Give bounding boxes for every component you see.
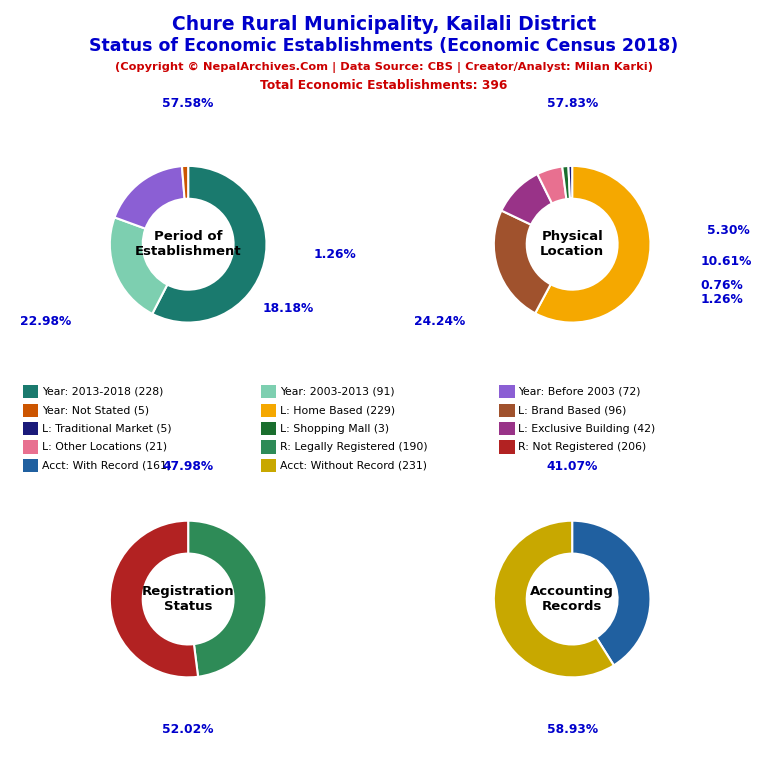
Wedge shape: [182, 166, 188, 199]
Text: Year: Not Stated (5): Year: Not Stated (5): [42, 405, 149, 415]
Text: Acct: With Record (161): Acct: With Record (161): [42, 460, 171, 471]
Text: L: Exclusive Building (42): L: Exclusive Building (42): [518, 423, 656, 434]
Text: L: Other Locations (21): L: Other Locations (21): [42, 442, 167, 452]
Text: 24.24%: 24.24%: [414, 315, 465, 327]
Wedge shape: [572, 521, 650, 665]
Text: 5.30%: 5.30%: [707, 224, 750, 237]
Text: 1.26%: 1.26%: [700, 293, 743, 306]
Text: 52.02%: 52.02%: [162, 723, 214, 736]
Wedge shape: [562, 166, 570, 199]
Text: L: Home Based (229): L: Home Based (229): [280, 405, 396, 415]
Text: Year: Before 2003 (72): Year: Before 2003 (72): [518, 386, 641, 397]
Wedge shape: [538, 167, 567, 204]
Text: 58.93%: 58.93%: [547, 723, 598, 736]
Text: Year: 2003-2013 (91): Year: 2003-2013 (91): [280, 386, 395, 397]
Text: 41.07%: 41.07%: [547, 460, 598, 472]
Text: 18.18%: 18.18%: [263, 303, 313, 315]
Wedge shape: [535, 166, 650, 323]
Text: 0.76%: 0.76%: [700, 280, 743, 292]
Text: Chure Rural Municipality, Kailali District: Chure Rural Municipality, Kailali Distri…: [172, 15, 596, 35]
Text: L: Brand Based (96): L: Brand Based (96): [518, 405, 627, 415]
Wedge shape: [568, 166, 572, 199]
Text: Acct: Without Record (231): Acct: Without Record (231): [280, 460, 427, 471]
Text: L: Traditional Market (5): L: Traditional Market (5): [42, 423, 172, 434]
Wedge shape: [152, 166, 266, 323]
Text: Physical
Location: Physical Location: [540, 230, 604, 258]
Text: Total Economic Establishments: 396: Total Economic Establishments: 396: [260, 79, 508, 92]
Text: Year: 2013-2018 (228): Year: 2013-2018 (228): [42, 386, 164, 397]
Wedge shape: [110, 217, 167, 314]
Text: Period of
Establishment: Period of Establishment: [135, 230, 241, 258]
Text: Registration
Status: Registration Status: [142, 585, 234, 613]
Text: Accounting
Records: Accounting Records: [530, 585, 614, 613]
Wedge shape: [188, 521, 266, 677]
Wedge shape: [114, 166, 184, 229]
Text: R: Not Registered (206): R: Not Registered (206): [518, 442, 647, 452]
Text: R: Legally Registered (190): R: Legally Registered (190): [280, 442, 428, 452]
Text: L: Shopping Mall (3): L: Shopping Mall (3): [280, 423, 389, 434]
Text: 57.58%: 57.58%: [163, 98, 214, 110]
Text: (Copyright © NepalArchives.Com | Data Source: CBS | Creator/Analyst: Milan Karki: (Copyright © NepalArchives.Com | Data So…: [115, 61, 653, 72]
Wedge shape: [110, 521, 198, 677]
Text: 47.98%: 47.98%: [163, 460, 214, 472]
Text: 57.83%: 57.83%: [547, 98, 598, 110]
Wedge shape: [494, 521, 614, 677]
Text: Status of Economic Establishments (Economic Census 2018): Status of Economic Establishments (Econo…: [89, 37, 679, 55]
Wedge shape: [494, 210, 551, 313]
Text: 1.26%: 1.26%: [313, 249, 356, 261]
Text: 10.61%: 10.61%: [700, 255, 752, 267]
Wedge shape: [502, 174, 552, 225]
Text: 22.98%: 22.98%: [21, 315, 71, 327]
